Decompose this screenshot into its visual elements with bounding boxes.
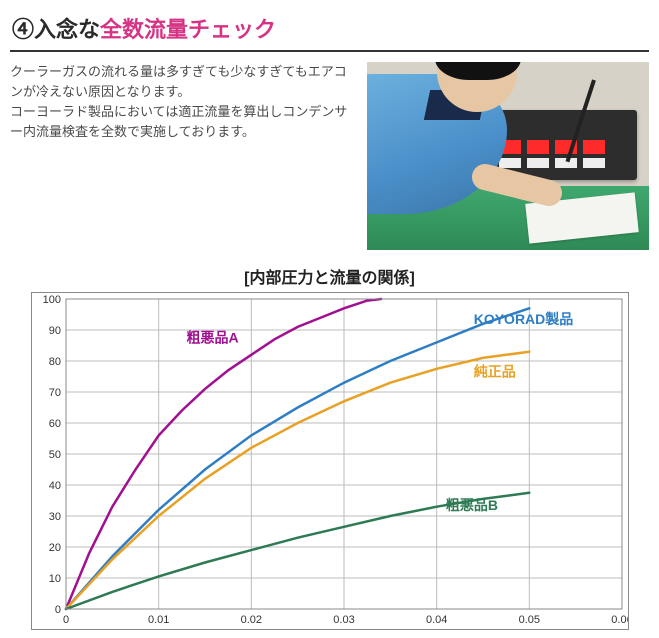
svg-text:10: 10 — [48, 573, 60, 585]
svg-text:0.02: 0.02 — [240, 614, 261, 626]
section-heading: ④入念な全数流量チェック — [10, 8, 649, 52]
svg-text:80: 80 — [48, 356, 60, 368]
svg-text:0.03: 0.03 — [333, 614, 354, 626]
svg-text:0: 0 — [62, 614, 68, 626]
pressure-flow-chart: 0 10 20 30 40 50 60 70 80 90 100 0 0.01 0.02 0.03 0.04 0… — [32, 293, 628, 629]
svg-text:40: 40 — [48, 480, 60, 492]
svg-text:100: 100 — [42, 294, 60, 306]
svg-text:30: 30 — [48, 511, 60, 523]
description-p2: コーヨーラド製品においては適正流量を算出しコンデンサー内流量検査を全数で実施して… — [10, 102, 353, 142]
description-p1: クーラーガスの流れる量は多すぎても少なすぎてもエアコンが冷えない原因となります。 — [10, 62, 353, 102]
svg-text:0.06: 0.06 — [611, 614, 628, 626]
series-label-souakuA: 粗悪品A — [186, 329, 238, 345]
inspection-photo — [367, 62, 649, 250]
series-label-souakuB: 粗悪品B — [445, 497, 497, 513]
chart-section: [内部圧力と流量の関係] 0 10 20 30 40 50 60 70 80 90 100 0 0.01… — [10, 264, 649, 630]
svg-text:0.05: 0.05 — [518, 614, 539, 626]
svg-text:0.04: 0.04 — [425, 614, 446, 626]
chart-container: 0 10 20 30 40 50 60 70 80 90 100 0 0.01 0.02 0.03 0.04 0… — [31, 292, 629, 630]
series-label-koyorad: KOYORAD製品 — [473, 311, 573, 327]
heading-prefix: ④入念な — [12, 17, 100, 42]
description-block: クーラーガスの流れる量は多すぎても少なすぎてもエアコンが冷えない原因となります。… — [10, 62, 353, 250]
chart-title: [内部圧力と流量の関係] — [10, 264, 649, 288]
top-row: クーラーガスの流れる量は多すぎても少なすぎてもエアコンが冷えない原因となります。… — [10, 62, 649, 250]
series-label-junsei: 純正品 — [473, 364, 515, 380]
svg-text:0: 0 — [54, 604, 60, 616]
svg-text:20: 20 — [48, 542, 60, 554]
svg-text:50: 50 — [48, 449, 60, 461]
svg-text:90: 90 — [48, 325, 60, 337]
svg-text:0.01: 0.01 — [147, 614, 168, 626]
svg-text:70: 70 — [48, 387, 60, 399]
heading-highlight: 全数流量チェック — [100, 17, 276, 42]
svg-text:60: 60 — [48, 418, 60, 430]
